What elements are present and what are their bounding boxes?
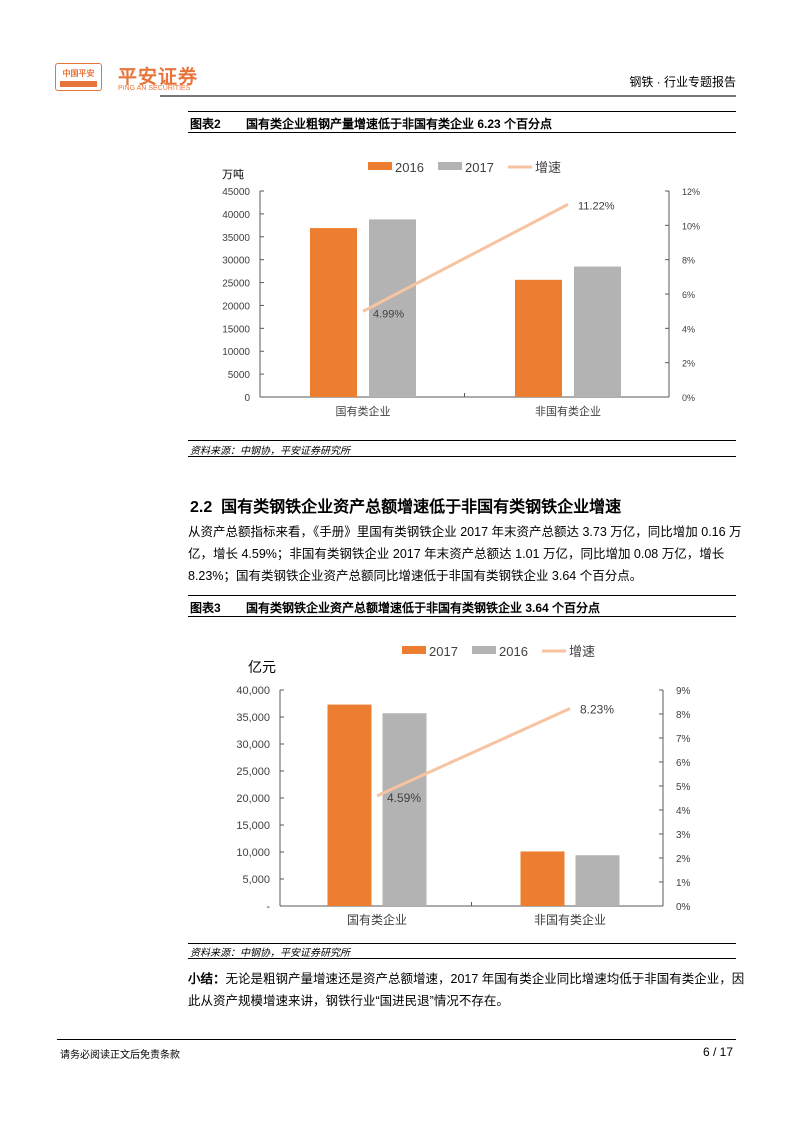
ping-an-logo-mark: 中国平安 bbox=[55, 63, 102, 91]
x-category-label: 非国有类企业 bbox=[535, 404, 601, 418]
data-label: 8.23% bbox=[580, 702, 614, 716]
divider bbox=[188, 440, 736, 441]
section-paragraph: 从资产总额指标来看，《手册》里国有类钢铁企业 2017 年末资产总额达 3.73… bbox=[188, 525, 742, 583]
bar-2017 bbox=[327, 704, 372, 906]
y-tick-label: 35000 bbox=[222, 233, 250, 244]
summary-paragraph: 小结：无论是粗钢产量增速还是资产总额增速，2017 年国有类企业同比增速均低于非… bbox=[188, 972, 745, 1008]
y-tick-label: 10000 bbox=[222, 347, 250, 358]
y-tick-label: 20,000 bbox=[236, 793, 270, 805]
y2-tick-label: 2% bbox=[682, 359, 695, 369]
y-tick-label: 45000 bbox=[222, 187, 250, 198]
x-category-label: 非国有类企业 bbox=[534, 912, 606, 927]
data-label: 11.22% bbox=[578, 200, 615, 212]
legend-label: 增速 bbox=[569, 644, 595, 659]
y2-tick-label: 6% bbox=[676, 758, 691, 769]
y-tick-label: 25,000 bbox=[236, 766, 270, 778]
y-tick-label: 10,000 bbox=[236, 847, 270, 859]
bar-2016 bbox=[382, 713, 427, 906]
figure3-title: 图表3 国有类钢铁企业资产总额增速低于非国有类钢铁企业 3.64 个百分点 bbox=[190, 601, 601, 615]
brand-name: 平安证券 bbox=[118, 67, 199, 88]
bar-2016 bbox=[515, 279, 562, 397]
y-tick-label: 15000 bbox=[222, 324, 250, 335]
y-axis-unit: 亿元 bbox=[248, 659, 276, 675]
divider bbox=[188, 595, 736, 596]
y2-tick-label: 8% bbox=[676, 710, 691, 721]
data-label: 4.59% bbox=[387, 791, 421, 805]
bar-2017 bbox=[369, 219, 416, 397]
divider bbox=[188, 111, 736, 112]
y-tick-label: 5,000 bbox=[242, 874, 270, 886]
legend-label: 2016 bbox=[499, 644, 528, 659]
y2-tick-label: 0% bbox=[682, 393, 695, 403]
legend-label: 增速 bbox=[535, 160, 561, 175]
page-number: 6 / 17 bbox=[702, 1045, 733, 1059]
y-axis-unit: 万吨 bbox=[222, 168, 244, 181]
y-tick-label: 5000 bbox=[228, 370, 251, 381]
brand-name-en: PING AN SECURITIES bbox=[118, 85, 191, 92]
y-tick-label: 40,000 bbox=[236, 685, 270, 697]
footer-disclaimer: 请务必阅读正文后免责条款 bbox=[60, 1050, 180, 1061]
figure2-title: 图表2 国有类企业粗钢产量增速低于非国有类企业 6.23 个百分点 bbox=[190, 117, 553, 131]
bar-2016 bbox=[575, 855, 620, 906]
divider bbox=[188, 958, 736, 959]
summary-label: 小结： bbox=[188, 972, 226, 986]
y2-tick-label: 1% bbox=[676, 878, 691, 889]
header-divider bbox=[160, 95, 736, 97]
y2-tick-label: 4% bbox=[676, 806, 691, 817]
figure2-source: 资料来源：中钢协，平安证券研究所 bbox=[190, 446, 350, 457]
y-tick-label: - bbox=[266, 901, 270, 913]
chart-total-assets: 亿元 - 5,000 10,000 15,000 20,000 25,000 30,000 35… bbox=[236, 644, 691, 927]
legend-label: 2016 bbox=[395, 160, 424, 175]
y-tick-label: 25000 bbox=[222, 279, 250, 290]
y2-tick-label: 4% bbox=[682, 324, 695, 334]
y-tick-label: 30000 bbox=[222, 256, 250, 267]
x-category-label: 国有类企业 bbox=[347, 912, 407, 927]
y-tick-label: 0 bbox=[244, 393, 250, 404]
bar-2017 bbox=[574, 266, 621, 397]
y-tick-label: 40000 bbox=[222, 210, 250, 221]
legend-swatch-2017 bbox=[402, 646, 426, 654]
legend-swatch-2017 bbox=[438, 162, 462, 170]
footer-divider bbox=[57, 1039, 736, 1040]
divider bbox=[188, 132, 736, 133]
x-category-label: 国有类企业 bbox=[336, 404, 391, 418]
figure3-source: 资料来源：中钢协，平安证券研究所 bbox=[190, 948, 350, 959]
y2-tick-label: 2% bbox=[676, 854, 691, 865]
y2-tick-label: 6% bbox=[682, 290, 695, 300]
legend-label: 2017 bbox=[465, 160, 494, 175]
y2-tick-label: 12% bbox=[682, 187, 700, 197]
bar-2017 bbox=[520, 851, 565, 906]
line-growth-rate bbox=[376, 707, 571, 798]
y2-tick-label: 0% bbox=[676, 902, 691, 913]
y-tick-label: 15,000 bbox=[236, 820, 270, 832]
legend-label: 2017 bbox=[429, 644, 458, 659]
legend-swatch-2016 bbox=[472, 646, 496, 654]
bar-2016 bbox=[310, 228, 357, 397]
figure-number: 图表2 bbox=[190, 117, 221, 131]
line-growth-rate bbox=[362, 203, 569, 313]
y2-tick-label: 10% bbox=[682, 221, 700, 231]
divider bbox=[188, 616, 736, 617]
y2-tick-label: 3% bbox=[676, 830, 691, 841]
section-heading: 2.2 国有类钢铁企业资产总额增速低于非国有类钢铁企业增速 bbox=[190, 499, 622, 516]
y-tick-label: 30,000 bbox=[236, 739, 270, 751]
y2-tick-label: 7% bbox=[676, 734, 691, 745]
report-type: 钢铁 · 行业专题报告 bbox=[629, 75, 736, 89]
legend-swatch-2016 bbox=[368, 162, 392, 170]
y2-tick-label: 9% bbox=[676, 686, 691, 697]
divider bbox=[188, 943, 736, 944]
chart-crude-steel-output: 万吨 0 5000 10000 15000 20000 25000 30000 35000 400… bbox=[222, 160, 700, 418]
y2-tick-label: 5% bbox=[676, 782, 691, 793]
y2-tick-label: 8% bbox=[682, 256, 695, 266]
y-tick-label: 20000 bbox=[222, 301, 250, 312]
y-tick-label: 35,000 bbox=[236, 712, 270, 724]
divider bbox=[188, 456, 736, 457]
figure-number: 图表3 bbox=[190, 601, 221, 615]
data-label: 4.99% bbox=[373, 308, 404, 320]
